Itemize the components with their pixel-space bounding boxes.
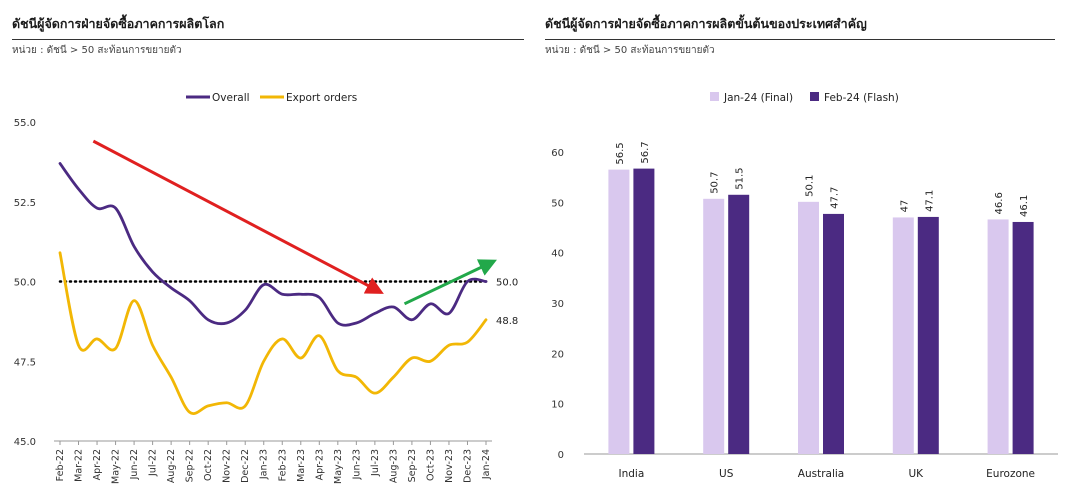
bar-0-australia <box>798 201 819 454</box>
x-tick-label: May-23 <box>333 449 344 484</box>
x-tick-label: Nov-22 <box>222 449 233 483</box>
x-tick-label: Oct-23 <box>425 449 436 481</box>
bar-1-uk <box>917 216 939 454</box>
trend-arrow-up <box>403 259 497 306</box>
bar-1-eurozone <box>1012 221 1034 454</box>
x-tick-label: Jan-24 <box>481 449 492 480</box>
left-chart-title: ดัชนีผู้จัดการฝ่ายจัดซื้อภาคการผลิตโลก <box>12 16 225 31</box>
x-tick-label: Jul-22 <box>148 449 159 477</box>
x-tick-label: Mar-22 <box>74 449 85 482</box>
bar-0-us <box>703 198 725 454</box>
y-tick-label: 45.0 <box>14 437 36 448</box>
y-tick-label: 50 <box>551 198 564 209</box>
x-tick-label: Feb-22 <box>55 449 66 481</box>
legend-label-0: Overall <box>212 92 250 104</box>
x-tick-label: Aug-22 <box>166 449 177 483</box>
bar-value-label: 50.1 <box>805 175 816 197</box>
bar-1-india <box>633 168 655 455</box>
y-tick-label: 40 <box>551 249 564 260</box>
y-tick-label: 20 <box>551 349 564 360</box>
legend-label-1: Feb-24 (Flash) <box>824 92 899 104</box>
bar-value-label: 51.5 <box>735 168 746 190</box>
x-tick-label: Jan-23 <box>259 449 270 480</box>
x-tick-label: May-22 <box>111 449 122 484</box>
x-tick-label: Jun-23 <box>351 449 362 480</box>
legend-label-0: Jan-24 (Final) <box>723 92 793 104</box>
pmi-bar-chart: Jan-24 (Final) Feb-24 (Flash) 0 10 20 30 40 50 6… <box>551 92 1058 480</box>
x-tick-label: Aug-23 <box>388 449 399 483</box>
left-chart-unit: หน่วย : ดัชนี > 50 สะท้อนการขยายตัว <box>12 45 182 56</box>
bar-value-label: 47.1 <box>924 190 935 212</box>
bar-value-label: 46.1 <box>1019 195 1030 217</box>
bar-0-india <box>608 169 630 454</box>
bar-value-label: 47.7 <box>830 187 841 209</box>
x-tick-label: Nov-23 <box>444 449 455 483</box>
series-line-export-orders <box>58 251 488 415</box>
pmi-line-chart: Overall Export orders 45.0 47.5 50.0 52.5 55.0… <box>14 92 519 484</box>
bar-value-label: 50.7 <box>710 172 721 194</box>
bar-value-label: 46.6 <box>994 192 1005 214</box>
end-label-1: 48.8 <box>496 316 518 327</box>
category-label: US <box>719 468 734 480</box>
category-label: India <box>619 468 645 480</box>
end-label-0: 50.0 <box>496 278 518 289</box>
bar-0-uk <box>892 217 914 454</box>
x-tick-label: Feb-23 <box>277 449 288 481</box>
legend-label-1: Export orders <box>286 92 357 104</box>
y-tick-label: 50.0 <box>14 278 36 289</box>
x-tick-label: Sep-22 <box>185 449 196 482</box>
right-chart-title: ดัชนีผู้จัดการฝ่ายจัดซื้อภาคการผลิตขั้นต… <box>545 16 867 31</box>
x-tick-label: Mar-23 <box>296 449 307 482</box>
y-tick-label: 60 <box>551 148 564 159</box>
bar-value-label: 56.7 <box>640 141 651 163</box>
left-title-rule <box>12 39 524 40</box>
y-tick-label: 0 <box>558 450 564 461</box>
x-tick-label: Dec-22 <box>240 449 251 483</box>
bar-1-us <box>728 194 750 455</box>
y-tick-label: 10 <box>551 400 564 411</box>
y-tick-label: 47.5 <box>14 357 36 368</box>
legend-swatch-0 <box>710 92 719 101</box>
x-tick-label: Sep-23 <box>407 449 418 482</box>
x-tick-label: Apr-22 <box>92 449 103 480</box>
category-label: Australia <box>798 468 844 480</box>
right-title-rule <box>545 39 1055 40</box>
bar-0-eurozone <box>987 219 1009 454</box>
x-tick-label: Jul-23 <box>370 449 381 477</box>
category-label: Eurozone <box>986 468 1035 480</box>
trend-arrow-down <box>92 139 384 294</box>
y-tick-label: 30 <box>551 299 564 310</box>
x-tick-label: Dec-23 <box>462 449 473 483</box>
bar-1-australia <box>823 213 844 454</box>
x-tick-label: Oct-22 <box>203 449 214 481</box>
category-label: UK <box>909 468 925 480</box>
bar-value-label: 56.5 <box>615 142 626 164</box>
right-chart-unit: หน่วย : ดัชนี > 50 สะท้อนการขยายตัว <box>545 45 715 56</box>
y-tick-label: 52.5 <box>14 198 36 209</box>
y-tick-label: 55.0 <box>14 118 36 129</box>
legend-swatch-1 <box>810 92 819 101</box>
series-line-overall <box>58 162 488 327</box>
x-tick-label: Apr-23 <box>314 449 325 480</box>
x-tick-label: Jun-22 <box>129 449 140 480</box>
bar-value-label: 47 <box>899 200 910 213</box>
